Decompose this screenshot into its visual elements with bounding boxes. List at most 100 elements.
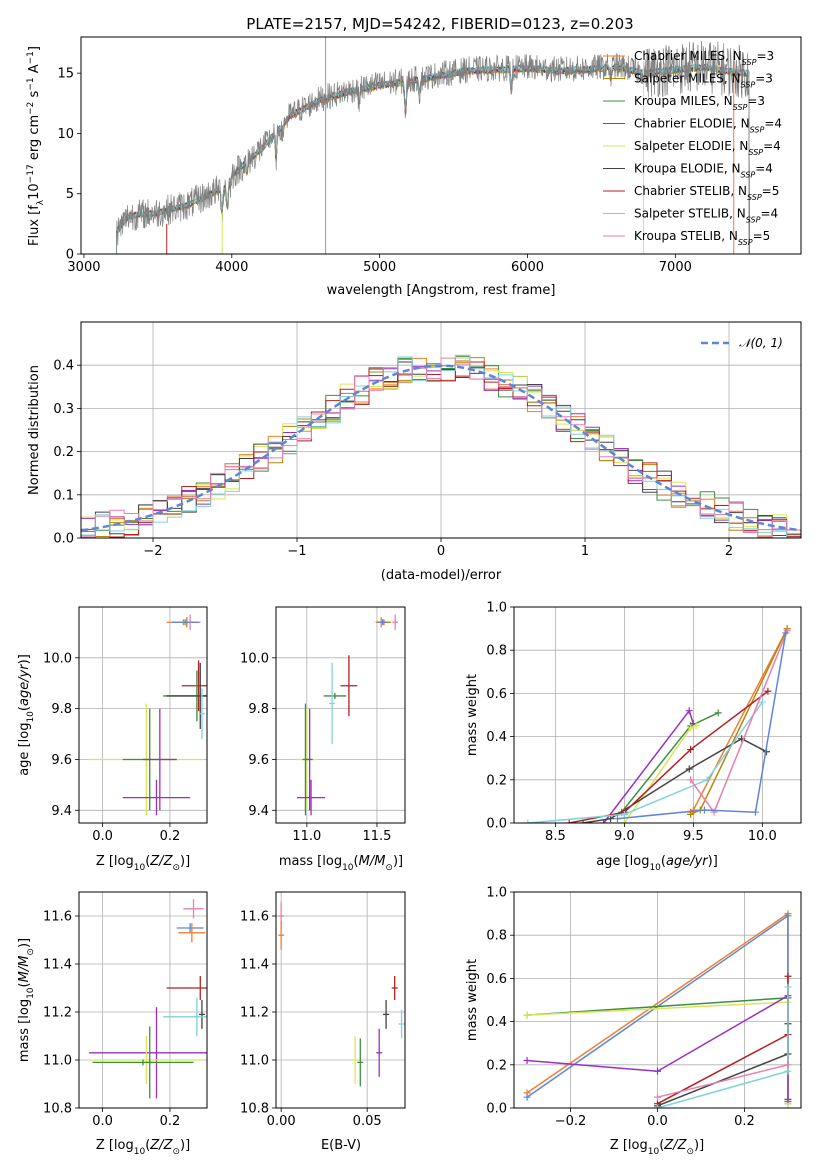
x-axis-label: mass [log10(M/M⊙)] xyxy=(279,854,403,873)
series-marker xyxy=(685,765,693,773)
series-line xyxy=(603,709,695,823)
data-point xyxy=(376,1028,383,1077)
data-point xyxy=(171,619,199,626)
y-tick-label: 0.6 xyxy=(486,687,507,702)
histogram xyxy=(81,356,801,538)
series-marker xyxy=(784,972,792,980)
plot-area xyxy=(524,625,791,823)
y-tick-label: 0.2 xyxy=(53,445,74,460)
plot-area xyxy=(116,37,750,254)
series-marker xyxy=(523,1011,531,1019)
y-axis-label: mass [log10(M/M⊙)] xyxy=(17,938,36,1062)
plot-area xyxy=(89,899,207,1099)
y-tick-label: 11.2 xyxy=(43,1006,72,1021)
y-tick-label: 0.0 xyxy=(53,532,74,547)
legend-entry: Chabrier MILES, NSSP=3 xyxy=(634,49,774,67)
y-tick-label: 5 xyxy=(66,187,74,202)
axes-frame xyxy=(80,36,802,255)
x-tick-label: 4000 xyxy=(215,260,248,275)
data-point xyxy=(176,923,204,933)
series-marker xyxy=(620,819,628,823)
chart-spectrum: 3000 4000 5000 6000 7000 0 5 10 15 Chabrier MILES… xyxy=(26,36,802,298)
x-tick-label: 2 xyxy=(725,544,733,559)
x-tick-label: −1 xyxy=(287,544,306,559)
plot-area xyxy=(295,614,398,816)
x-tick-label: 0.2 xyxy=(734,1114,755,1129)
series-marker xyxy=(700,806,708,814)
x-tick-label: 0 xyxy=(437,544,445,559)
series-marker xyxy=(600,819,608,823)
series-marker xyxy=(524,819,532,823)
series-marker xyxy=(523,1056,531,1064)
legend-entry: Kroupa ELODIE, NSSP=4 xyxy=(634,162,773,180)
series-marker xyxy=(687,776,695,784)
legend-entry: Kroupa STELIB, NSSP=5 xyxy=(634,229,770,247)
y-axis-label: mass weight xyxy=(465,674,480,756)
series-marker xyxy=(523,1093,531,1101)
x-tick-label: 0.00 xyxy=(267,1114,296,1129)
data-point xyxy=(166,976,207,1000)
chart-mass_weight_vs_Z: −0.2 0.0 0.2 0.0 0.2 0.4 0.6 0.8 1.0 Z [log10(Z/Z… xyxy=(465,886,802,1157)
x-tick-label: 11.5 xyxy=(362,829,391,844)
y-axis-label: age [log10(age/yr)] xyxy=(17,654,36,776)
data-point xyxy=(392,614,398,630)
data-point xyxy=(398,1009,405,1039)
y-axis-label: Normed distribution xyxy=(27,365,42,495)
data-point xyxy=(278,920,285,950)
x-tick-label: 10.0 xyxy=(748,829,777,844)
y-tick-label: 9.8 xyxy=(248,702,269,717)
y-tick-label: 11.6 xyxy=(43,910,72,925)
x-tick-label: 0.05 xyxy=(353,1114,382,1129)
data-point xyxy=(340,655,358,717)
axes-frame xyxy=(78,891,208,1109)
series-marker xyxy=(714,709,722,717)
y-tick-label: 1.0 xyxy=(486,601,507,616)
data-point xyxy=(89,1007,207,1099)
y-tick-label: 0.2 xyxy=(486,1058,507,1073)
y-tick-label: 1.0 xyxy=(486,886,507,901)
series-line xyxy=(623,725,697,823)
x-axis-label: Z [log10(Z/Z⊙)] xyxy=(610,1138,704,1157)
series-marker xyxy=(782,629,790,637)
series-line xyxy=(527,701,763,823)
plot-area xyxy=(523,910,792,1108)
series-marker xyxy=(784,983,792,991)
x-tick-label: 9.0 xyxy=(614,829,635,844)
x-tick-label: 0.0 xyxy=(92,1114,113,1129)
data-point xyxy=(166,662,207,729)
data-point xyxy=(143,708,177,811)
series-marker xyxy=(764,687,772,695)
plot-area xyxy=(278,901,405,1087)
series-marker xyxy=(685,707,693,715)
data-point xyxy=(92,1059,194,1066)
series-marker xyxy=(565,819,573,823)
y-tick-label: 0.4 xyxy=(486,1015,507,1030)
x-tick-label: 3000 xyxy=(67,260,100,275)
series-line xyxy=(690,628,788,813)
x-tick-label: −2 xyxy=(143,544,162,559)
legend-entry: Salpeter STELIB, NSSP=4 xyxy=(634,207,778,225)
x-axis-label: E(B-V) xyxy=(321,1138,361,1153)
plot-area xyxy=(89,614,207,816)
legend-entry: Salpeter ELODIE, NSSP=4 xyxy=(634,139,781,157)
legend-entry: Kroupa MILES, NSSP=3 xyxy=(634,94,765,112)
y-axis-label: Flux [fλ10−17 erg cm−2 s−1 A−1] xyxy=(26,46,46,246)
y-tick-label: 11.6 xyxy=(240,910,269,925)
x-tick-label: 7000 xyxy=(659,260,692,275)
chart-age_vs_mass: 11.0 11.5 9.4 9.6 9.8 10.0 mass [log10(M/M⊙)] xyxy=(240,606,406,873)
x-axis-label: (data-model)/error xyxy=(381,568,502,583)
y-tick-label: 0.4 xyxy=(53,359,74,374)
y-tick-label: 9.6 xyxy=(248,753,269,768)
series-marker xyxy=(784,1095,792,1103)
y-tick-label: 11.2 xyxy=(240,1006,269,1021)
data-point xyxy=(323,692,347,699)
series-line xyxy=(569,690,769,823)
data-point xyxy=(122,779,191,816)
y-tick-label: 0.0 xyxy=(486,1102,507,1117)
chart-mass_vs_ebv: 0.00 0.05 10.8 11.0 11.2 11.4 11.6 E(B-V) xyxy=(240,891,406,1153)
data-point xyxy=(89,1036,204,1084)
y-tick-label: 0.6 xyxy=(486,972,507,987)
series-marker xyxy=(613,815,621,823)
series-marker xyxy=(620,810,628,818)
histogram xyxy=(81,357,801,538)
